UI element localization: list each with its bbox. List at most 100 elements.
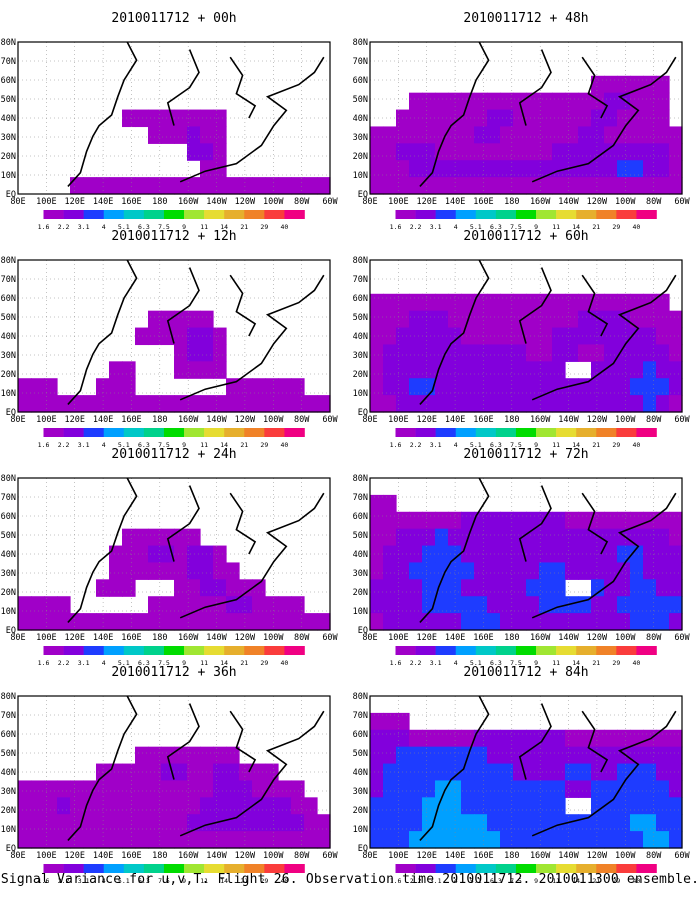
variance-cell (513, 310, 527, 329)
variance-cell (604, 596, 618, 614)
variance-cell (435, 562, 449, 580)
variance-cell (370, 746, 384, 765)
variance-cell (565, 746, 579, 765)
colorbar-swatch (455, 864, 477, 873)
panel-title: 2010011712 + 12h (111, 229, 236, 244)
variance-cell (409, 344, 423, 362)
colorbar-label: 29 (260, 223, 268, 231)
map-panel-1: 2010011712 + 48h 80E 100E 120E 140E 160E 180 16… (353, 11, 691, 231)
colorbar-label: 3.1 (78, 877, 90, 885)
variance-cell (109, 814, 123, 832)
variance-cell (57, 797, 71, 815)
x-tick-label: 60W (674, 197, 690, 207)
variance-cell (148, 562, 162, 580)
variance-cell (265, 378, 279, 396)
variance-cell (370, 160, 384, 178)
colorbar-swatch (123, 428, 145, 437)
colorbar-label: 4 (454, 223, 458, 231)
variance-cell (291, 780, 305, 798)
variance-cell (669, 780, 683, 798)
variance-cell (435, 327, 449, 346)
colorbar-swatch (415, 210, 436, 219)
variance-cell (122, 361, 136, 379)
variance-cell (474, 545, 488, 564)
variance-cell (617, 729, 631, 748)
variance-cell (109, 797, 123, 815)
variance-cell (422, 797, 436, 815)
variance-cell (526, 378, 540, 396)
variance-cell (278, 395, 292, 413)
variance-cell (617, 831, 631, 849)
variance-cell (474, 378, 488, 396)
colorbar-swatch (224, 210, 245, 219)
colorbar-label: 2.2 (410, 659, 422, 667)
y-tick-label: EQ (358, 626, 368, 636)
variance-cell (435, 545, 449, 564)
variance-cell (656, 780, 670, 798)
variance-cell (604, 327, 618, 346)
variance-cell (617, 763, 631, 782)
variance-cell (578, 545, 592, 564)
variance-cell (630, 378, 644, 396)
colorbar-swatch (204, 864, 225, 873)
colorbar-swatch (435, 646, 457, 655)
variance-cell (213, 814, 227, 832)
variance-cell (539, 361, 553, 379)
variance-cell (396, 293, 410, 312)
variance-cell (669, 177, 683, 195)
variance-cell (44, 780, 58, 798)
panel-title: 2010011712 + 36h (111, 665, 236, 680)
x-tick-label: 160W (178, 633, 199, 643)
variance-cell (18, 395, 32, 413)
colorbar-label: 9 (182, 441, 186, 449)
colorbar-label: 9 (182, 659, 186, 667)
variance-cell (630, 327, 644, 346)
y-tick-label: 80N (353, 474, 368, 484)
variance-cell (44, 797, 58, 815)
variance-cell (435, 109, 449, 128)
variance-cell (57, 780, 71, 798)
variance-cell (643, 177, 657, 195)
variance-cell (122, 528, 136, 547)
variance-cell (461, 545, 475, 564)
colorbar-swatch (184, 210, 205, 219)
colorbar-swatch (244, 646, 265, 655)
y-tick-label: 70N (353, 493, 368, 503)
colorbar-label: 1.6 (390, 441, 402, 449)
variance-cell (604, 814, 618, 832)
variance-cell (317, 395, 331, 413)
variance-cell (278, 797, 292, 815)
x-tick-label: 140E (445, 633, 465, 643)
variance-cell (461, 126, 475, 144)
variance-cell (552, 729, 566, 748)
colorbar-swatch (43, 210, 64, 219)
variance-cell (213, 746, 227, 765)
y-tick-label: 10N (353, 825, 368, 835)
variance-cell (474, 763, 488, 782)
variance-cell (448, 344, 462, 362)
variance-cell (213, 780, 227, 798)
y-tick-label: 20N (353, 588, 368, 598)
variance-cell (135, 613, 149, 631)
y-tick-label: 40N (1, 332, 16, 342)
variance-cell (187, 613, 201, 631)
colorbar-swatch (103, 646, 125, 655)
colorbar-swatch (395, 646, 416, 655)
variance-cell (396, 831, 410, 849)
colorbar-swatch (495, 864, 517, 873)
variance-cell (552, 361, 566, 379)
variance-cell (409, 528, 423, 547)
variance-cell (161, 528, 175, 547)
variance-cell (448, 562, 462, 580)
variance-cell (474, 596, 488, 614)
variance-cell (96, 395, 110, 413)
variance-cell (383, 528, 397, 547)
variance-cell (370, 327, 384, 346)
variance-cell (565, 310, 579, 329)
variance-cell (409, 109, 423, 128)
variance-cell (604, 344, 618, 362)
colorbar-swatch (83, 864, 105, 873)
x-tick-label: 120W (587, 851, 608, 861)
variance-cell (370, 126, 384, 144)
variance-cell (213, 545, 227, 564)
